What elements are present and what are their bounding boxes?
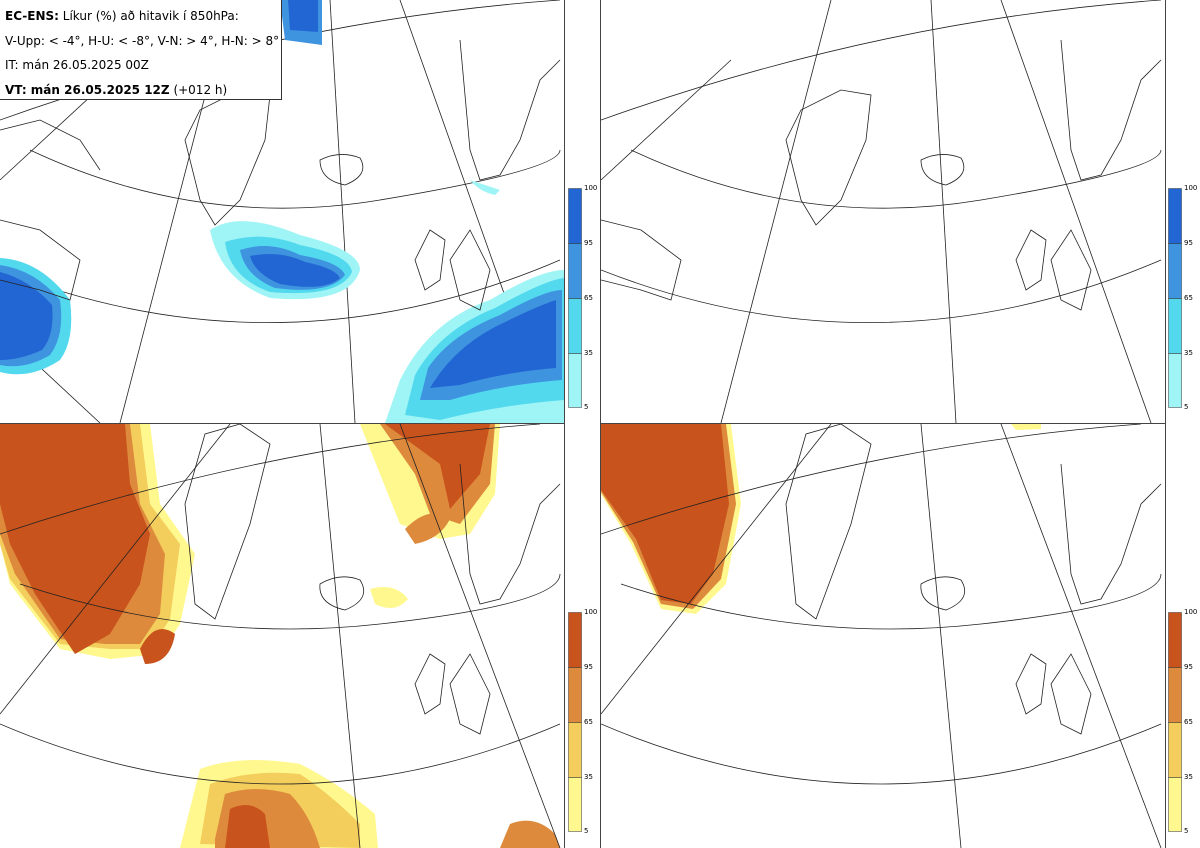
- colorbar-tick: 35: [1184, 773, 1193, 781]
- map-panel-v-n: [0, 424, 565, 848]
- info-line-3: IT: mán 26.05.2025 00Z: [5, 58, 149, 72]
- forecast-info-box: EC-ENS: Líkur (%) að hitavik í 850hPa: V…: [0, 0, 282, 100]
- colorbar-tick: 35: [1184, 349, 1193, 357]
- colorbar-tick: 95: [1184, 239, 1193, 247]
- colorbar-tick: 100: [1184, 184, 1198, 192]
- colorbar-tick: 65: [1184, 718, 1193, 726]
- colorbar-warm-bottom-right: 100 95 65 35 5: [1168, 608, 1198, 835]
- colorbar-cold-top-left: 100 95 65 35 5: [568, 184, 598, 411]
- graticule: [601, 0, 1162, 423]
- info-valid-time: VT: mán 26.05.2025 12Z: [5, 82, 170, 97]
- info-source: EC-ENS:: [5, 9, 59, 23]
- warm-probability-fields: [601, 424, 1041, 614]
- colorbar-tick: 95: [584, 663, 593, 671]
- coastlines: [785, 424, 1162, 735]
- colorbar-tick: 100: [584, 184, 598, 192]
- colorbar-tick: 5: [1184, 403, 1189, 411]
- colorbar-tick: 35: [584, 773, 593, 781]
- info-line-2: V-Upp: < -4°, H-U: < -8°, V-N: > 4°, H-N…: [5, 33, 280, 48]
- graticule: [0, 424, 561, 848]
- info-line-4: VT: mán 26.05.2025 12Z (+012 h): [5, 78, 276, 103]
- colorbar-tick: 100: [1184, 608, 1198, 616]
- info-title: Líkur (%) að hitavik í 850hPa:: [62, 9, 239, 23]
- info-lead-time: (+012 h): [173, 82, 228, 97]
- colorbar-tick: 100: [584, 608, 598, 616]
- colorbar-tick: 35: [584, 349, 593, 357]
- map-panel-h-u: [600, 0, 1166, 424]
- coastlines: [184, 424, 561, 735]
- map-panel-h-n: [600, 424, 1166, 848]
- colorbar-tick: 65: [584, 294, 593, 302]
- colorbar-cold-top-right: 100 95 65 35 5: [1168, 184, 1198, 411]
- colorbar-tick: 95: [584, 239, 593, 247]
- coastlines: [0, 39, 561, 311]
- colorbar-tick: 5: [584, 827, 589, 835]
- coastlines: [601, 39, 1162, 311]
- colorbar-tick: 95: [1184, 663, 1193, 671]
- map-panel-v-upp: [0, 0, 565, 424]
- cold-probability-fields: [0, 0, 564, 423]
- colorbar-tick: 65: [1184, 294, 1193, 302]
- graticule: [601, 424, 1162, 848]
- colorbar-tick: 5: [584, 403, 589, 411]
- colorbar-tick: 65: [584, 718, 593, 726]
- colorbar-tick: 5: [1184, 827, 1189, 835]
- warm-probability-fields: [0, 424, 560, 848]
- colorbar-warm-bottom-left: 100 95 65 35 5: [568, 608, 598, 835]
- info-line-1: EC-ENS: Líkur (%) að hitavik í 850hPa:: [5, 4, 276, 29]
